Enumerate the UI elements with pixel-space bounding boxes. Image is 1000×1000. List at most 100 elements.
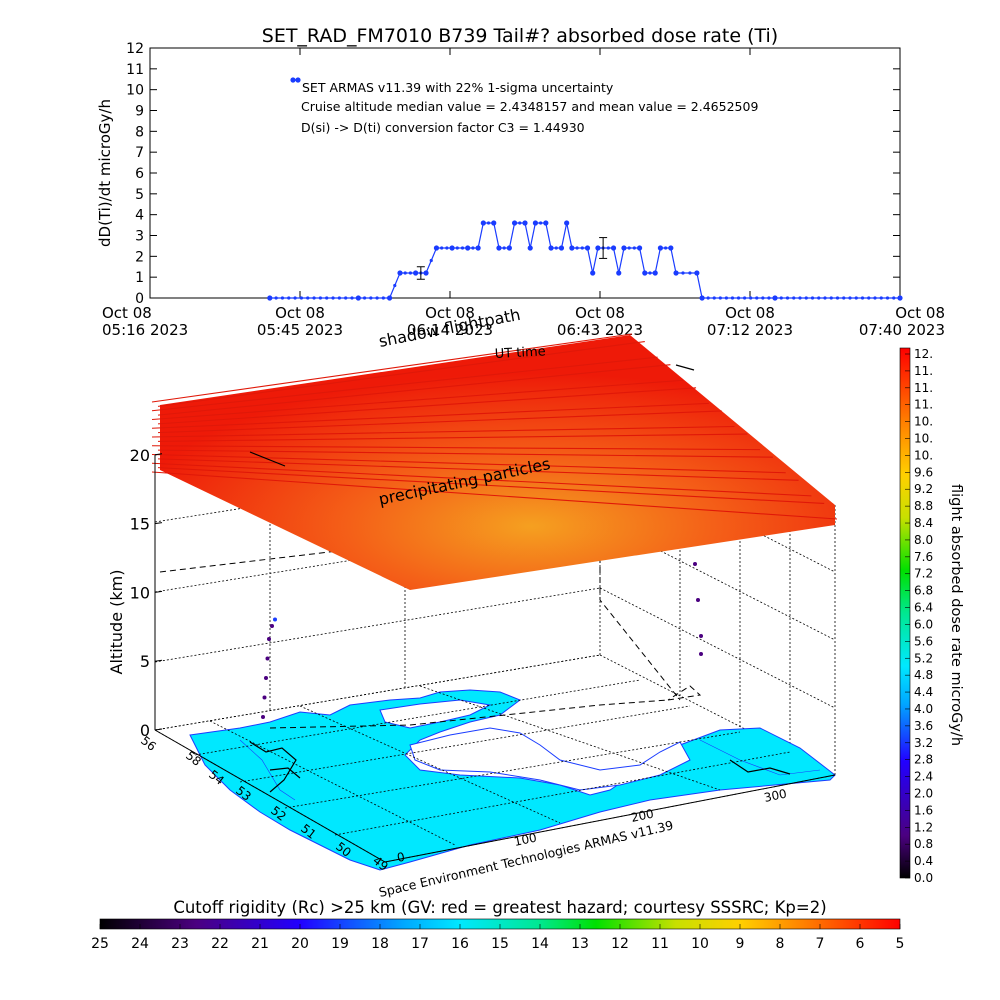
track-segment: [675, 364, 695, 371]
dose-tick-label: 0.8: [914, 837, 933, 851]
rigidity-tick-label: 13: [571, 936, 589, 952]
dose-point: [369, 296, 373, 300]
dose-point: [580, 246, 584, 250]
dose-point: [565, 221, 569, 225]
x-tick-label-time: 06:14 2023: [407, 321, 493, 339]
track-point: [262, 695, 267, 700]
dose-tick-label: 0.4: [914, 854, 933, 868]
altitude-tick: [154, 728, 163, 731]
dose-point: [873, 296, 877, 300]
dose-point: [627, 246, 631, 250]
dose-tick-label: 11.: [914, 398, 933, 412]
rigidity-tick-label: 7: [816, 936, 825, 952]
dose-tick-label: 10.: [914, 415, 933, 429]
track-point: [696, 598, 700, 602]
note-conversion-factor: D(si) -> D(ti) conversion factor C3 = 1.…: [301, 120, 585, 135]
map-grid: [154, 654, 836, 863]
dose-tick-label: 12.: [914, 347, 933, 361]
dose-point: [375, 296, 379, 300]
track-point: [265, 656, 270, 661]
altitude-tick: [154, 522, 163, 525]
dose-tick-label: 10.: [914, 448, 933, 462]
track-point: [273, 617, 277, 622]
dose-tick-label: 6.8: [914, 584, 933, 598]
dose-tick-label: 1.2: [914, 820, 933, 834]
sheet-stripe: [157, 341, 645, 407]
dose-point: [792, 296, 796, 300]
x-tick-label-date: Oct 08: [575, 304, 625, 322]
dose-point: [502, 246, 506, 250]
y-tick-label: 6: [135, 166, 144, 182]
dose-point: [867, 296, 871, 300]
track-segment: [249, 451, 286, 467]
sheet-stripe: [151, 379, 684, 421]
dose-point: [450, 246, 454, 250]
dose-point: [848, 296, 852, 300]
sheet-stripe: [151, 333, 633, 403]
rigidity-tick-label: 9: [736, 936, 745, 952]
x-tick-label-date: Oct 08: [725, 304, 775, 322]
timeseries-y-label: dD(Ti)/dt microGy/h: [96, 99, 114, 247]
dose-point: [643, 271, 647, 275]
dose-colorbar: 12. 11. 11. 11. 10. 10. 10. 9.6 9.2 8.8 8.4 8.0 7.6 7…: [899, 347, 964, 885]
dose-point: [712, 296, 716, 300]
dose-tick-label: 6.0: [914, 617, 933, 631]
longitude-tick-label: 200: [630, 806, 655, 824]
dose-point: [785, 296, 790, 300]
rigidity-tick-label: 24: [131, 936, 149, 952]
dose-point: [440, 246, 444, 250]
rigidity-tick-label: 19: [331, 936, 349, 952]
rigidity-tick-label: 14: [531, 936, 549, 952]
dose-point: [585, 246, 590, 250]
sheet-stripe: [157, 467, 825, 504]
sheet-stripe: [151, 445, 761, 451]
dose-point: [724, 296, 728, 300]
dose-point: [318, 296, 322, 300]
y-tick-label: 4: [135, 208, 144, 224]
rigidity-tick-label: 10: [691, 936, 709, 952]
precipitation-sheet: shadow flightpath UT time precipitating …: [151, 305, 838, 590]
rigidity-tick-label: 15: [491, 936, 509, 952]
longitude-ticks: 0 100 200 300: [396, 786, 788, 864]
x-tick-label-time: 06:43 2023: [557, 321, 643, 339]
dose-point: [429, 258, 433, 263]
legend-marker: [290, 77, 296, 83]
timeseries-notes: SET ARMAS v11.39 with 22% 1-sigma uncert…: [290, 77, 758, 135]
floor-edge-front: [384, 774, 836, 863]
dose-tick-label: 3.6: [914, 719, 933, 733]
dose-point: [293, 296, 297, 300]
sheet-stripe: [157, 410, 722, 434]
dose-point: [344, 296, 348, 300]
sheet-stripe: [157, 433, 748, 442]
rigidity-tick-label: 25: [91, 936, 109, 952]
x-tick-label-time: 05:45 2023: [257, 321, 343, 339]
sheet-stripe: [157, 387, 697, 425]
track-point: [264, 676, 268, 680]
dose-point: [570, 246, 574, 250]
dose-point: [835, 296, 840, 300]
altitude-tick-label: 20: [130, 446, 150, 465]
dose-point: [810, 296, 815, 300]
dose-point: [817, 296, 821, 300]
dose-point: [632, 246, 636, 250]
note-uncertainty: SET ARMAS v11.39 with 22% 1-sigma uncert…: [302, 80, 614, 95]
dose-point: [476, 246, 480, 250]
dose-point: [424, 271, 428, 275]
x-tick-label-time: 07:40 2023: [859, 321, 945, 339]
y-tick-label: 9: [135, 104, 144, 120]
dose-point: [350, 296, 354, 300]
y-tick-label: 0: [135, 291, 144, 307]
dose-point: [664, 246, 668, 250]
dose-point: [860, 296, 865, 300]
x-tick-label-date: Oct 08: [275, 304, 325, 322]
dose-point: [611, 246, 616, 250]
dose-point: [773, 296, 777, 300]
dose-point: [306, 296, 310, 300]
longitude-tick-label: 100: [513, 830, 538, 848]
y-tick-label: 8: [135, 124, 144, 140]
timeseries-series: [267, 220, 903, 301]
dose-point: [761, 296, 765, 300]
dose-point: [337, 296, 341, 300]
rigidity-tick-label: 18: [371, 936, 389, 952]
